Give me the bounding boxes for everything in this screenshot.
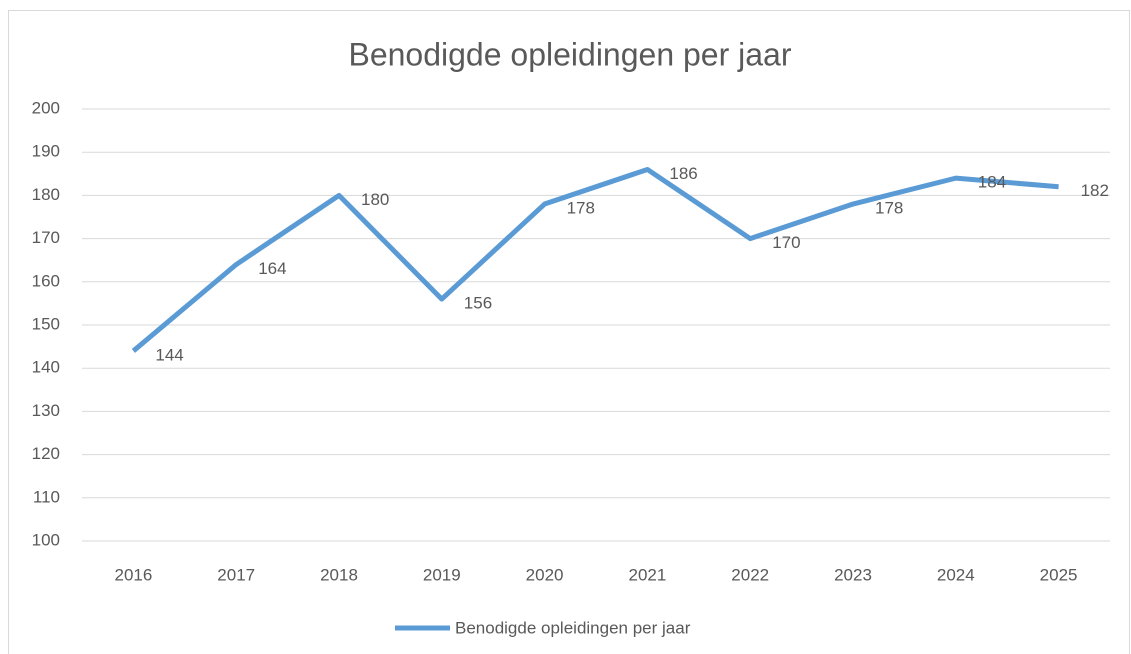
data-line bbox=[131, 166, 1059, 353]
x-tick-label: 2017 bbox=[217, 565, 255, 584]
x-tick-label: 2025 bbox=[1040, 565, 1078, 584]
data-label: 178 bbox=[567, 199, 595, 218]
y-tick-label: 160 bbox=[32, 271, 60, 290]
y-tick-label: 120 bbox=[32, 444, 60, 463]
data-label: 170 bbox=[772, 233, 800, 252]
legend-label: Benodigde opleidingen per jaar bbox=[455, 618, 691, 637]
y-tick-label: 100 bbox=[32, 530, 60, 549]
y-tick-label: 200 bbox=[32, 98, 60, 117]
data-label: 184 bbox=[978, 173, 1006, 192]
data-label: 186 bbox=[669, 164, 697, 183]
x-tick-label: 2019 bbox=[423, 565, 461, 584]
data-label: 144 bbox=[155, 345, 183, 364]
x-tick-label: 2022 bbox=[731, 565, 769, 584]
x-tick-label: 2018 bbox=[320, 565, 358, 584]
chart-title: Benodigde opleidingen per jaar bbox=[348, 36, 791, 72]
y-tick-label: 190 bbox=[32, 142, 60, 161]
data-label: 156 bbox=[464, 294, 492, 313]
y-tick-label: 150 bbox=[32, 314, 60, 333]
y-tick-label: 180 bbox=[32, 185, 60, 204]
y-tick-label: 140 bbox=[32, 358, 60, 377]
data-label: 182 bbox=[1081, 181, 1109, 200]
y-tick-label: 130 bbox=[32, 401, 60, 420]
x-tick-label: 2023 bbox=[834, 565, 872, 584]
x-tick-label: 2016 bbox=[114, 565, 152, 584]
x-tick-label: 2024 bbox=[937, 565, 975, 584]
y-tick-label: 110 bbox=[33, 487, 60, 506]
x-tick-label: 2020 bbox=[526, 565, 564, 584]
data-label: 180 bbox=[361, 190, 389, 209]
x-tick-label: 2021 bbox=[628, 565, 666, 584]
y-tick-label: 170 bbox=[32, 228, 60, 247]
data-label: 178 bbox=[875, 199, 903, 218]
data-label: 164 bbox=[258, 259, 286, 278]
chart-border bbox=[8, 10, 1130, 654]
